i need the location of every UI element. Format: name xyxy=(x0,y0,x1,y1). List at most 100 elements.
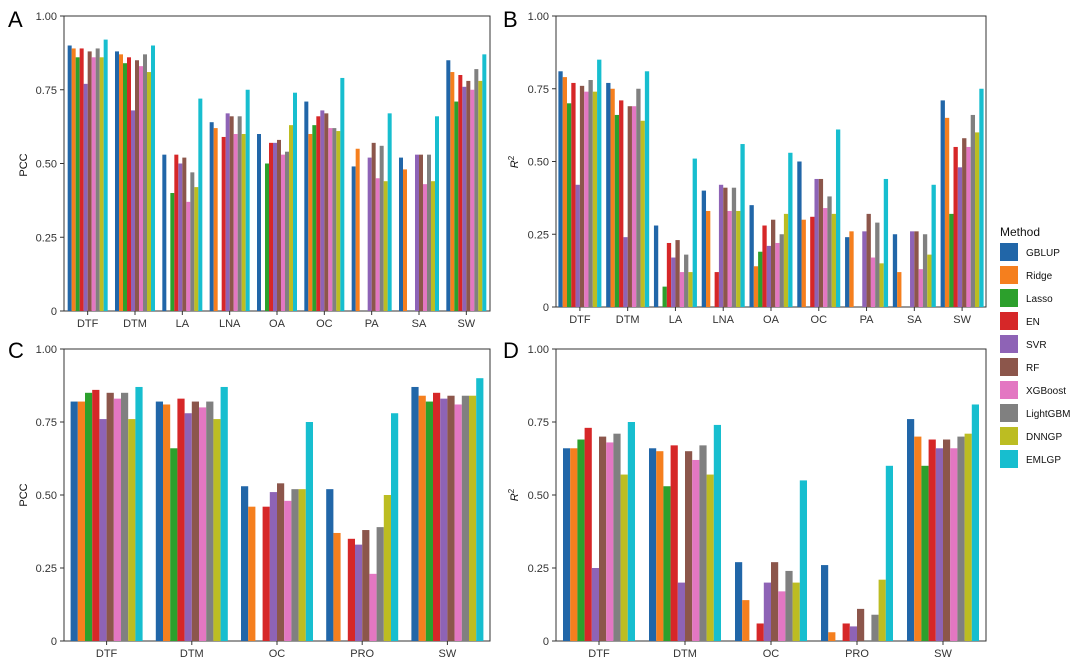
panel-d-bar-dtm-rf xyxy=(685,451,693,641)
panel-a-bar-pa-lightgbm xyxy=(379,145,384,311)
panel-b-bar-sa-svr xyxy=(910,231,915,307)
panel-b-bar-oa-dnngp xyxy=(783,213,789,307)
panel-c-bar-dtf-en xyxy=(92,389,100,641)
legend-label-xgboost: XGBoost xyxy=(1026,386,1066,397)
legend-key-ridge xyxy=(1000,266,1018,284)
panel-c-bar-dtf-gblup xyxy=(70,401,78,641)
panel-a-bar-oc-svr xyxy=(320,110,325,312)
panel-a-bar-oc-lightgbm xyxy=(332,128,337,311)
panel-b-bar-sw-svr xyxy=(957,167,963,307)
panel-c-x-tick-label-oc: OC xyxy=(269,648,286,660)
panel-a-bar-sa-lightgbm xyxy=(427,154,431,311)
panel-d-bar-dtm-lightgbm xyxy=(699,445,707,641)
panel-d-bar-pro-gblup xyxy=(821,565,829,641)
legend-key-gblup xyxy=(1000,243,1018,261)
panel-d-bar-dtf-lightgbm xyxy=(613,433,621,641)
panel-b-bar-sa-gblup xyxy=(892,234,898,307)
panel-b-bar-sw-lasso xyxy=(949,213,954,307)
panel-a-x-tick-label-lna: LNA xyxy=(219,318,241,330)
panel-b-bar-oa-gblup xyxy=(749,205,754,307)
panel-c-bar-pro-svr xyxy=(355,544,363,641)
panel-d-bar-sw-ridge xyxy=(914,436,922,641)
panel-c-bar-dtf-svr xyxy=(99,419,107,641)
panel-a-x-tick-label-sw: SW xyxy=(457,318,475,330)
panel-b-bar-oa-rf xyxy=(771,219,776,307)
panel-b-bar-dtf-rf xyxy=(579,85,585,307)
panel-c-y-tick-label: 0.50 xyxy=(36,490,57,502)
panel-c-bar-sw-en xyxy=(433,392,441,641)
panel-d-bar-dtf-dnngp xyxy=(620,474,628,641)
panel-b-y-tick-label: 0 xyxy=(543,302,549,314)
panel-a-bar-dtm-lasso xyxy=(123,63,127,312)
panel-b-bar-oc-gblup xyxy=(797,161,802,307)
panel-a-bar-oc-emlgp xyxy=(340,77,345,311)
panel-c-bar-sw-lightgbm xyxy=(461,395,469,641)
panel-b-x-tick-label-pa: PA xyxy=(860,314,875,326)
panel-a-bar-oa-en xyxy=(269,142,273,311)
panel-c-bar-dtm-ridge xyxy=(163,404,171,641)
panel-d-y-tick-label: 0.25 xyxy=(528,563,549,575)
panel-a-bar-la-rf xyxy=(182,157,187,311)
panel-d-y-tick-label: 0.50 xyxy=(528,490,549,502)
panel-b-bar-sw-xgboost xyxy=(966,146,971,307)
panel-b-y-axis-label-sup: 2 xyxy=(507,155,516,160)
panel-d-bar-sw-en xyxy=(928,439,936,641)
panel-a-bar-sa-xgboost xyxy=(423,184,427,311)
legend-key-rf xyxy=(1000,358,1018,376)
panel-c-x-tick-label-sw: SW xyxy=(439,648,457,660)
panel-b-bar-oc-lightgbm xyxy=(827,196,832,307)
panel-d-bar-sw-dnngp xyxy=(964,433,972,641)
panel-a-bar-sw-xgboost xyxy=(470,89,475,311)
panel-a-bar-la-emlgp xyxy=(198,98,203,311)
panel-c-bar-dtm-svr xyxy=(184,413,192,641)
legend-label-en: EN xyxy=(1026,317,1040,328)
panel-a-bar-oa-lightgbm xyxy=(285,151,289,311)
panel-a-bar-pa-xgboost xyxy=(375,178,380,311)
panel-a-bar-pa-ridge xyxy=(355,148,360,311)
panel-d-x-tick-label-sw: SW xyxy=(934,648,952,660)
panel-c-y-tick-label: 0 xyxy=(51,636,57,648)
panel-a-bar-sa-svr xyxy=(415,154,419,311)
panel-b-bar-oc-dnngp xyxy=(831,213,836,307)
panel-b-bar-oa-xgboost xyxy=(775,242,780,307)
panel-a-bar-oc-gblup xyxy=(304,101,309,311)
panel-a-x-tick-label-la: LA xyxy=(176,318,190,330)
panel-a-bar-sw-rf xyxy=(466,80,471,312)
panel-b-bar-oa-lasso xyxy=(758,251,763,307)
panel-a-bar-dtm-gblup xyxy=(115,51,119,312)
panel-a-bar-oc-lasso xyxy=(312,125,317,312)
panel-d-bar-pro-dnngp xyxy=(878,579,886,641)
panel-b-bar-la-svr xyxy=(671,257,676,307)
panel-d-bar-pro-rf xyxy=(857,608,865,641)
panel-b-bar-lna-en xyxy=(714,272,719,307)
panel-a-bar-lna-emlgp xyxy=(245,89,250,311)
panel-c-bar-sw-ridge xyxy=(418,395,426,641)
panel-a-x-tick-label-pa: PA xyxy=(365,318,380,330)
panel-c-bar-dtf-ridge xyxy=(77,401,85,641)
panel-a-bar-sw-svr xyxy=(462,86,467,311)
panel-b-bar-dtf-en xyxy=(571,82,576,308)
panel-a-bar-oa-xgboost xyxy=(281,154,285,311)
panel-d-bar-dtm-gblup xyxy=(649,448,657,641)
panel-b-bar-lna-gblup xyxy=(701,190,707,307)
panel-b-bar-dtf-gblup xyxy=(558,71,563,307)
panel-b-bar-dtf-emlgp xyxy=(597,59,602,308)
panel-a-bar-lna-lightgbm xyxy=(237,116,242,311)
panel-a-bar-oc-dnngp xyxy=(336,131,341,311)
panel-c-bar-sw-svr xyxy=(440,398,448,641)
legend-label-dnngp: DNNGP xyxy=(1026,432,1062,443)
panel-a-y-tick-label: 0.25 xyxy=(36,232,57,244)
panel-b-bar-pa-gblup xyxy=(845,237,850,307)
panel-c-bar-pro-en xyxy=(347,538,355,641)
panel-b-bar-lna-rf xyxy=(723,187,728,307)
panel-b-bar-la-rf xyxy=(675,240,680,307)
panel-d-bar-dtf-emlgp xyxy=(627,422,635,641)
panel-b-bar-lna-ridge xyxy=(706,210,711,307)
panel-c-label: C xyxy=(8,338,24,363)
panel-c-bar-sw-emlgp xyxy=(476,378,484,641)
panel-c-bar-pro-rf xyxy=(362,530,370,641)
panel-b-bar-lna-dnngp xyxy=(736,210,741,307)
panel-b-bar-sw-lightgbm xyxy=(970,114,976,307)
panel-b-bar-sw-dnngp xyxy=(975,132,980,307)
